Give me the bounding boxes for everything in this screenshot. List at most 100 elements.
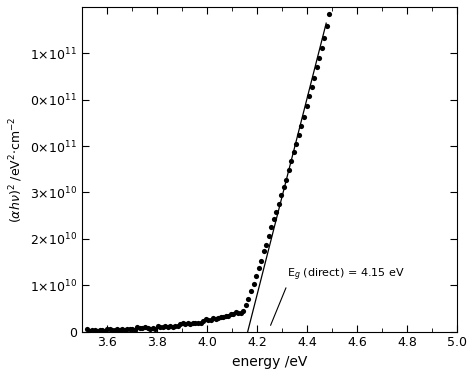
Point [109, 327, 116, 333]
Point [93, 327, 101, 334]
Point [182, 321, 189, 327]
Point [128, 326, 136, 332]
Point [118, 326, 126, 332]
Point [154, 323, 162, 329]
Point [217, 314, 225, 320]
Point [257, 258, 265, 264]
Point [225, 314, 232, 320]
Point [194, 320, 202, 326]
Point [204, 317, 212, 323]
Point [184, 320, 191, 326]
Point [199, 318, 207, 324]
Point [146, 326, 154, 332]
Point [164, 324, 172, 331]
Point [240, 308, 247, 314]
Point [121, 327, 128, 333]
Point [242, 302, 250, 308]
Point [262, 241, 270, 247]
Point [313, 65, 320, 71]
Point [126, 326, 134, 332]
Point [106, 326, 113, 332]
Point [151, 326, 159, 332]
Point [255, 265, 263, 271]
Point [187, 321, 194, 327]
Point [111, 327, 118, 333]
Point [159, 324, 166, 330]
Point [113, 326, 121, 332]
Point [252, 273, 260, 279]
Point [189, 320, 197, 326]
Point [326, 11, 333, 17]
Point [98, 327, 106, 333]
Point [176, 321, 184, 327]
Point [229, 311, 237, 317]
Point [103, 326, 111, 332]
Point [260, 248, 267, 254]
Point [283, 177, 290, 183]
Point [116, 326, 124, 332]
Point [214, 315, 222, 321]
Point [328, 1, 336, 7]
Point [290, 149, 298, 155]
Point [179, 320, 187, 326]
Point [134, 324, 141, 331]
Point [250, 281, 257, 287]
Point [295, 132, 303, 138]
Y-axis label: $(\alpha h\nu)^2$ /eV$^2$$\cdot$cm$^{-2}$: $(\alpha h\nu)^2$ /eV$^2$$\cdot$cm$^{-2}… [7, 116, 25, 223]
Point [267, 224, 275, 230]
Point [144, 325, 151, 331]
Point [265, 233, 273, 240]
Point [166, 323, 174, 329]
Point [149, 325, 156, 331]
Point [318, 45, 326, 51]
Point [207, 317, 214, 323]
Point [174, 323, 182, 329]
Text: E$_g$ (direct) = 4.15 eV: E$_g$ (direct) = 4.15 eV [287, 267, 405, 283]
Point [277, 192, 285, 198]
Point [96, 327, 103, 333]
Point [172, 323, 179, 329]
Point [156, 324, 164, 330]
Point [212, 315, 219, 321]
Point [303, 103, 310, 109]
Point [273, 209, 280, 215]
Point [232, 309, 240, 315]
Point [320, 35, 328, 41]
Point [83, 326, 91, 332]
Point [315, 55, 323, 61]
Point [131, 327, 139, 333]
Point [280, 184, 288, 190]
Point [197, 320, 204, 326]
Point [136, 325, 144, 331]
Point [222, 314, 229, 320]
Point [310, 74, 318, 80]
Point [139, 326, 146, 332]
Point [298, 123, 305, 129]
Point [101, 328, 109, 334]
Point [219, 314, 227, 320]
Point [305, 93, 313, 99]
Point [86, 327, 93, 334]
Point [285, 167, 292, 173]
Point [91, 327, 98, 333]
Point [288, 158, 295, 164]
Point [235, 309, 242, 315]
Point [169, 324, 177, 330]
Point [270, 216, 277, 222]
Point [202, 316, 210, 322]
Point [245, 296, 252, 302]
Point [88, 327, 96, 333]
Point [323, 23, 330, 29]
Point [247, 288, 255, 294]
Point [162, 323, 169, 329]
Point [210, 315, 217, 321]
Point [308, 84, 315, 90]
Point [300, 114, 308, 120]
Point [237, 310, 245, 316]
Point [227, 311, 235, 317]
Point [292, 141, 300, 147]
Point [141, 324, 149, 330]
Point [191, 320, 199, 326]
Point [275, 201, 283, 207]
X-axis label: energy /eV: energy /eV [232, 355, 307, 369]
